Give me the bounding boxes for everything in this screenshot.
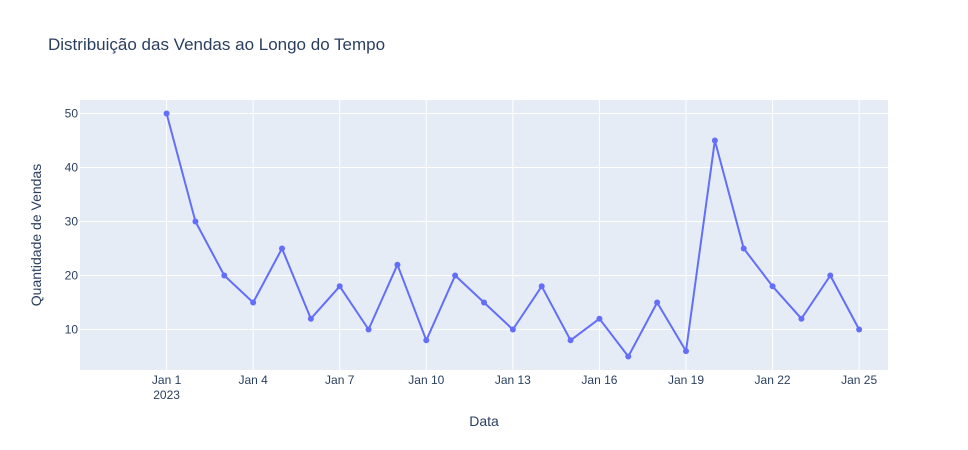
x-tick-label: Jan 22 (755, 373, 791, 387)
x-tick-label: Jan 7 (325, 373, 355, 387)
y-tick-label: 20 (65, 269, 79, 283)
data-point[interactable] (769, 283, 776, 290)
x-tick-label: Jan 25 (841, 373, 877, 387)
data-point[interactable] (567, 337, 574, 344)
y-tick-label: 10 (65, 323, 79, 337)
y-axis-title: Quantidade de Vendas (28, 164, 44, 306)
data-point[interactable] (307, 315, 314, 322)
data-point[interactable] (827, 272, 834, 279)
x-tick-year-label: 2023 (153, 388, 180, 402)
plot-area (80, 100, 888, 370)
series-layer (163, 110, 863, 360)
data-point[interactable] (654, 299, 661, 306)
data-point[interactable] (856, 326, 863, 333)
data-point[interactable] (336, 283, 343, 290)
x-tick-label: Jan 1 (152, 373, 182, 387)
y-axis-ticks: 10 20 30 40 50 (65, 107, 79, 337)
x-tick-label: Jan 16 (581, 373, 617, 387)
data-point[interactable] (625, 353, 632, 360)
data-point[interactable] (394, 261, 401, 268)
chart-title: Distribuição das Vendas ao Longo do Temp… (48, 35, 385, 54)
data-point[interactable] (596, 315, 603, 322)
data-point[interactable] (192, 218, 199, 225)
x-tick-label: Jan 13 (495, 373, 531, 387)
x-tick-label: Jan 19 (668, 373, 704, 387)
x-axis-title: Data (469, 413, 499, 429)
data-point[interactable] (740, 245, 747, 252)
x-tick-label: Jan 4 (238, 373, 268, 387)
x-tick-label: Jan 10 (408, 373, 444, 387)
data-point[interactable] (221, 272, 228, 279)
data-point[interactable] (250, 299, 257, 306)
data-point[interactable] (365, 326, 372, 333)
y-tick-label: 50 (65, 107, 79, 121)
data-point[interactable] (481, 299, 487, 306)
data-point[interactable] (509, 326, 516, 333)
data-point[interactable] (163, 110, 170, 117)
data-point[interactable] (538, 283, 545, 290)
data-point[interactable] (279, 245, 285, 252)
y-tick-label: 30 (65, 215, 79, 229)
data-point[interactable] (452, 272, 459, 279)
data-point[interactable] (711, 137, 718, 144)
grid-lines (80, 100, 888, 370)
data-point[interactable] (423, 337, 430, 344)
y-tick-label: 40 (65, 161, 79, 175)
data-point[interactable] (798, 315, 805, 322)
data-point[interactable] (683, 348, 689, 355)
